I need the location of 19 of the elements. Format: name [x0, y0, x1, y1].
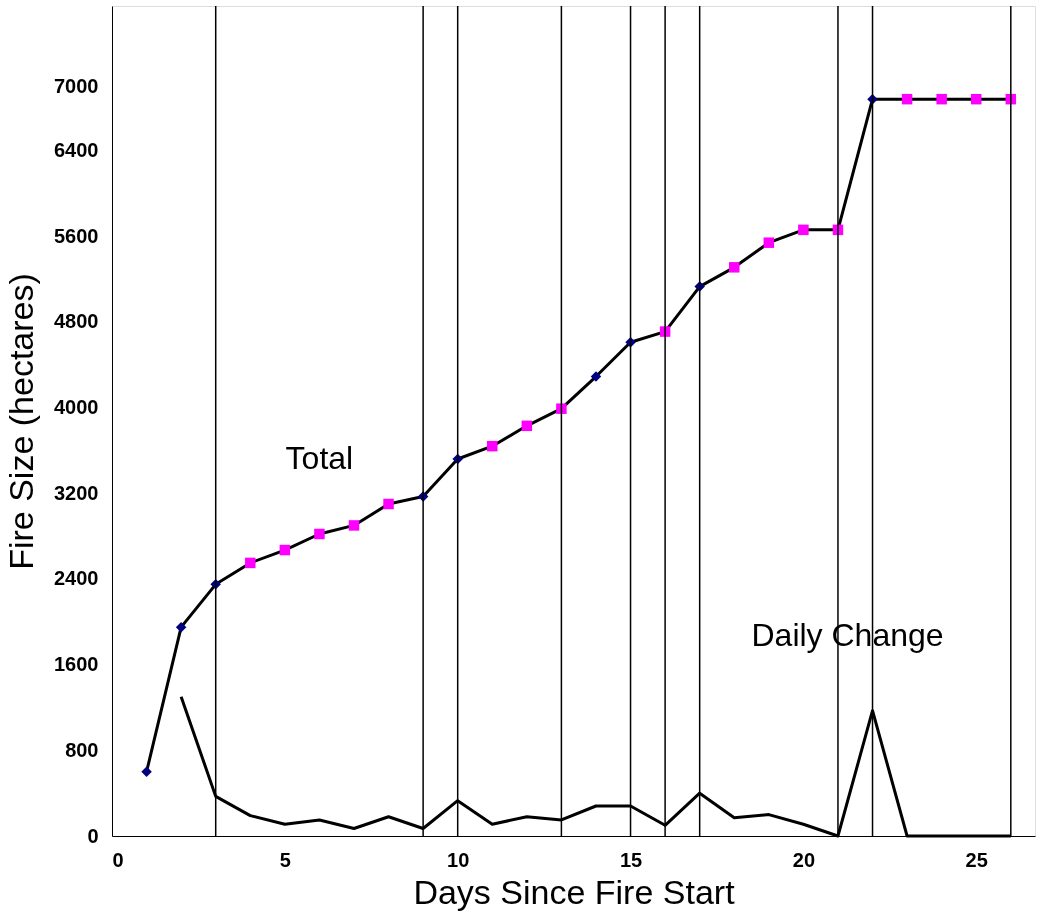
x-tick-label: 25 [965, 848, 988, 871]
x-tick-label: 15 [619, 848, 643, 871]
y-axis-title: Fire Size (hectares) [2, 273, 41, 570]
x-axis-title: Days Since Fire Start [413, 872, 736, 911]
y-tick-label: 3200 [54, 481, 99, 504]
y-tick-label: 800 [65, 738, 99, 761]
y-tick-label: 0 [87, 824, 99, 847]
x-tick-label: 5 [279, 848, 291, 871]
x-tick-label: 10 [447, 848, 470, 871]
y-tick-label: 5600 [54, 224, 99, 247]
y-tick-label: 7000 [54, 74, 99, 97]
x-tick-label: 20 [792, 848, 816, 871]
y-tick-label: 1600 [54, 653, 99, 676]
y-tick-label: 2400 [54, 567, 99, 590]
series-label: Total [285, 439, 354, 476]
y-tick-label: 4800 [54, 310, 99, 333]
y-tick-label: 6400 [54, 139, 99, 162]
x-tick-label: 0 [112, 848, 124, 871]
y-tick-label: 4000 [54, 396, 99, 419]
